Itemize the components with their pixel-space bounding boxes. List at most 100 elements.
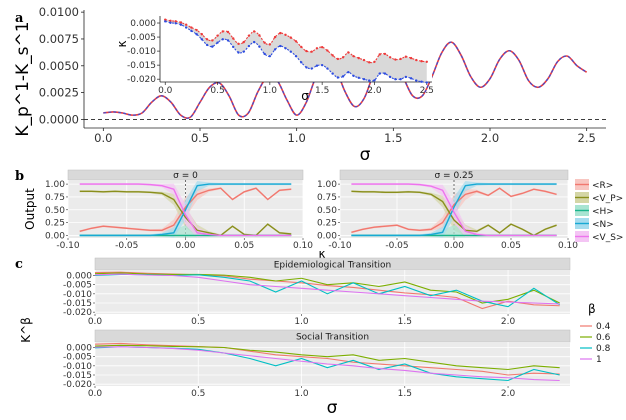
x-axis-label: σ bbox=[360, 145, 371, 165]
x-tick-label: 1.0 bbox=[288, 131, 306, 145]
inset-x-tick-label: 0.0 bbox=[158, 86, 173, 96]
x-tick-label: 0.0 bbox=[88, 389, 103, 399]
inset-line-red bbox=[165, 19, 427, 64]
x-tick-label: 2.0 bbox=[501, 389, 516, 399]
panel-letter-c: c bbox=[15, 257, 23, 272]
y-tick-label: 0.000 bbox=[66, 272, 92, 282]
x-tick-label: 0.5 bbox=[191, 389, 205, 399]
y-tick-label: 0.25 bbox=[317, 219, 337, 229]
series-line bbox=[351, 183, 557, 237]
x-tick-label: -0.05 bbox=[115, 241, 138, 251]
ci-band bbox=[351, 183, 557, 237]
x-tick-label: 2.0 bbox=[481, 131, 499, 145]
inset-x-tick-label: 1.5 bbox=[315, 86, 329, 96]
series-line bbox=[94, 346, 560, 382]
y-tick-label: 0.0050 bbox=[39, 59, 79, 73]
series-line bbox=[79, 183, 292, 237]
x-axis-label: κ bbox=[318, 247, 325, 261]
x-tick-label: 1.0 bbox=[294, 389, 309, 399]
legend-label: <R> bbox=[592, 181, 613, 191]
y-tick-label: -0.015 bbox=[63, 299, 92, 309]
inset-point-red bbox=[404, 55, 408, 58]
y-tick-label: -0.020 bbox=[63, 380, 92, 390]
y-tick-label: 1.00 bbox=[317, 180, 337, 190]
legend-label: <V_S> bbox=[592, 233, 623, 243]
y-tick-label: -0.010 bbox=[63, 290, 92, 300]
x-axis-label: σ bbox=[327, 398, 338, 418]
inset-x-tick-label: 2.5 bbox=[420, 86, 434, 96]
y-tick-label: 0.75 bbox=[317, 193, 337, 203]
facet-strip-title: σ = 0.25 bbox=[434, 171, 473, 181]
y-axis-label: K^β bbox=[19, 317, 33, 343]
x-tick-label: 0.5 bbox=[191, 131, 209, 145]
y-tick-label: 0.50 bbox=[317, 206, 337, 216]
inset-x-tick-label: 0.5 bbox=[210, 86, 224, 96]
y-tick-label: 1.00 bbox=[45, 180, 65, 190]
inset-y-tick-label: -0.005 bbox=[127, 33, 156, 43]
y-tick-label: 0.75 bbox=[45, 193, 65, 203]
x-tick-label: 0.00 bbox=[444, 241, 464, 251]
series-line bbox=[94, 344, 560, 371]
x-tick-label: -0.10 bbox=[56, 241, 80, 251]
series-line bbox=[351, 183, 557, 237]
legend-label: 1 bbox=[596, 355, 602, 365]
inset-line-blue bbox=[165, 20, 427, 84]
y-tick-label: 0.25 bbox=[45, 219, 65, 229]
series-line bbox=[351, 190, 557, 237]
y-tick-label: -0.020 bbox=[63, 308, 92, 318]
legend-label: 0.6 bbox=[596, 333, 611, 343]
series-line bbox=[351, 187, 557, 234]
y-axis-label: Output bbox=[23, 188, 37, 230]
panel-letter-b: b bbox=[15, 169, 24, 184]
inset-y-tick-label: -0.015 bbox=[127, 61, 156, 71]
series-line bbox=[79, 183, 292, 237]
chart-c: Epidemiological Transition0.000-0.005-0.… bbox=[19, 257, 611, 418]
legend-label: <H> bbox=[592, 207, 614, 217]
y-tick-label: 0.50 bbox=[45, 206, 65, 216]
x-tick-label: 1.5 bbox=[398, 317, 412, 327]
y-tick-label: 0.00 bbox=[317, 231, 337, 241]
inset-x-tick-label: 1.0 bbox=[263, 86, 278, 96]
y-tick-label: 0.0075 bbox=[39, 32, 79, 46]
x-tick-label: 0.10 bbox=[558, 241, 578, 251]
y-tick-label: 0.0025 bbox=[39, 86, 79, 100]
x-tick-label: 1.5 bbox=[384, 131, 402, 145]
inset-gap-band bbox=[165, 19, 427, 83]
legend-title: β bbox=[588, 302, 596, 316]
x-tick-label: 0.05 bbox=[234, 241, 254, 251]
chart-b: σ = 0 0.00 0.25 0.50 0.75 1.00 -0.10 -0.05 0.00 0… bbox=[23, 169, 623, 261]
legend-label: <N> bbox=[592, 220, 614, 230]
x-tick-label: 0.05 bbox=[501, 241, 521, 251]
legend-label: 0.8 bbox=[596, 344, 611, 354]
inset-x-axis-label: σ bbox=[301, 89, 309, 103]
x-tick-label: 0.0 bbox=[94, 131, 112, 145]
x-tick-label: 0.5 bbox=[191, 317, 205, 327]
inset-y-tick-label: -0.020 bbox=[127, 75, 156, 85]
y-tick-label: -0.005 bbox=[63, 353, 92, 363]
y-tick-label: 0.0000 bbox=[39, 112, 79, 126]
facet-strip-title: Social Transition bbox=[296, 333, 369, 343]
x-tick-label: 1.5 bbox=[398, 389, 412, 399]
y-tick-label: 0.00 bbox=[45, 231, 65, 241]
x-tick-label: -0.10 bbox=[328, 241, 352, 251]
series-line-blue bbox=[103, 41, 588, 119]
x-tick-label: 1.0 bbox=[294, 317, 309, 327]
y-tick-label: -0.005 bbox=[63, 281, 92, 291]
series-line bbox=[94, 272, 560, 304]
legend-label: 0.4 bbox=[596, 322, 611, 332]
series-line bbox=[94, 342, 560, 376]
series-line bbox=[79, 187, 292, 233]
inset-y-tick-label: 0.000 bbox=[130, 19, 156, 29]
y-tick-label: 0.000 bbox=[66, 344, 92, 354]
legend-label: <V_P> bbox=[592, 194, 623, 204]
facet-strip-title: Epidemiological Transition bbox=[274, 261, 392, 271]
x-tick-label: 0.0 bbox=[88, 317, 103, 327]
inset-y-tick-label: -0.010 bbox=[127, 47, 156, 57]
x-tick-label: 2.0 bbox=[501, 317, 516, 327]
x-tick-label: 0.00 bbox=[175, 241, 195, 251]
x-tick-label: 0.10 bbox=[293, 241, 313, 251]
inset-y-axis-label: κ bbox=[115, 40, 129, 47]
panel-letter-a: a bbox=[15, 11, 24, 26]
